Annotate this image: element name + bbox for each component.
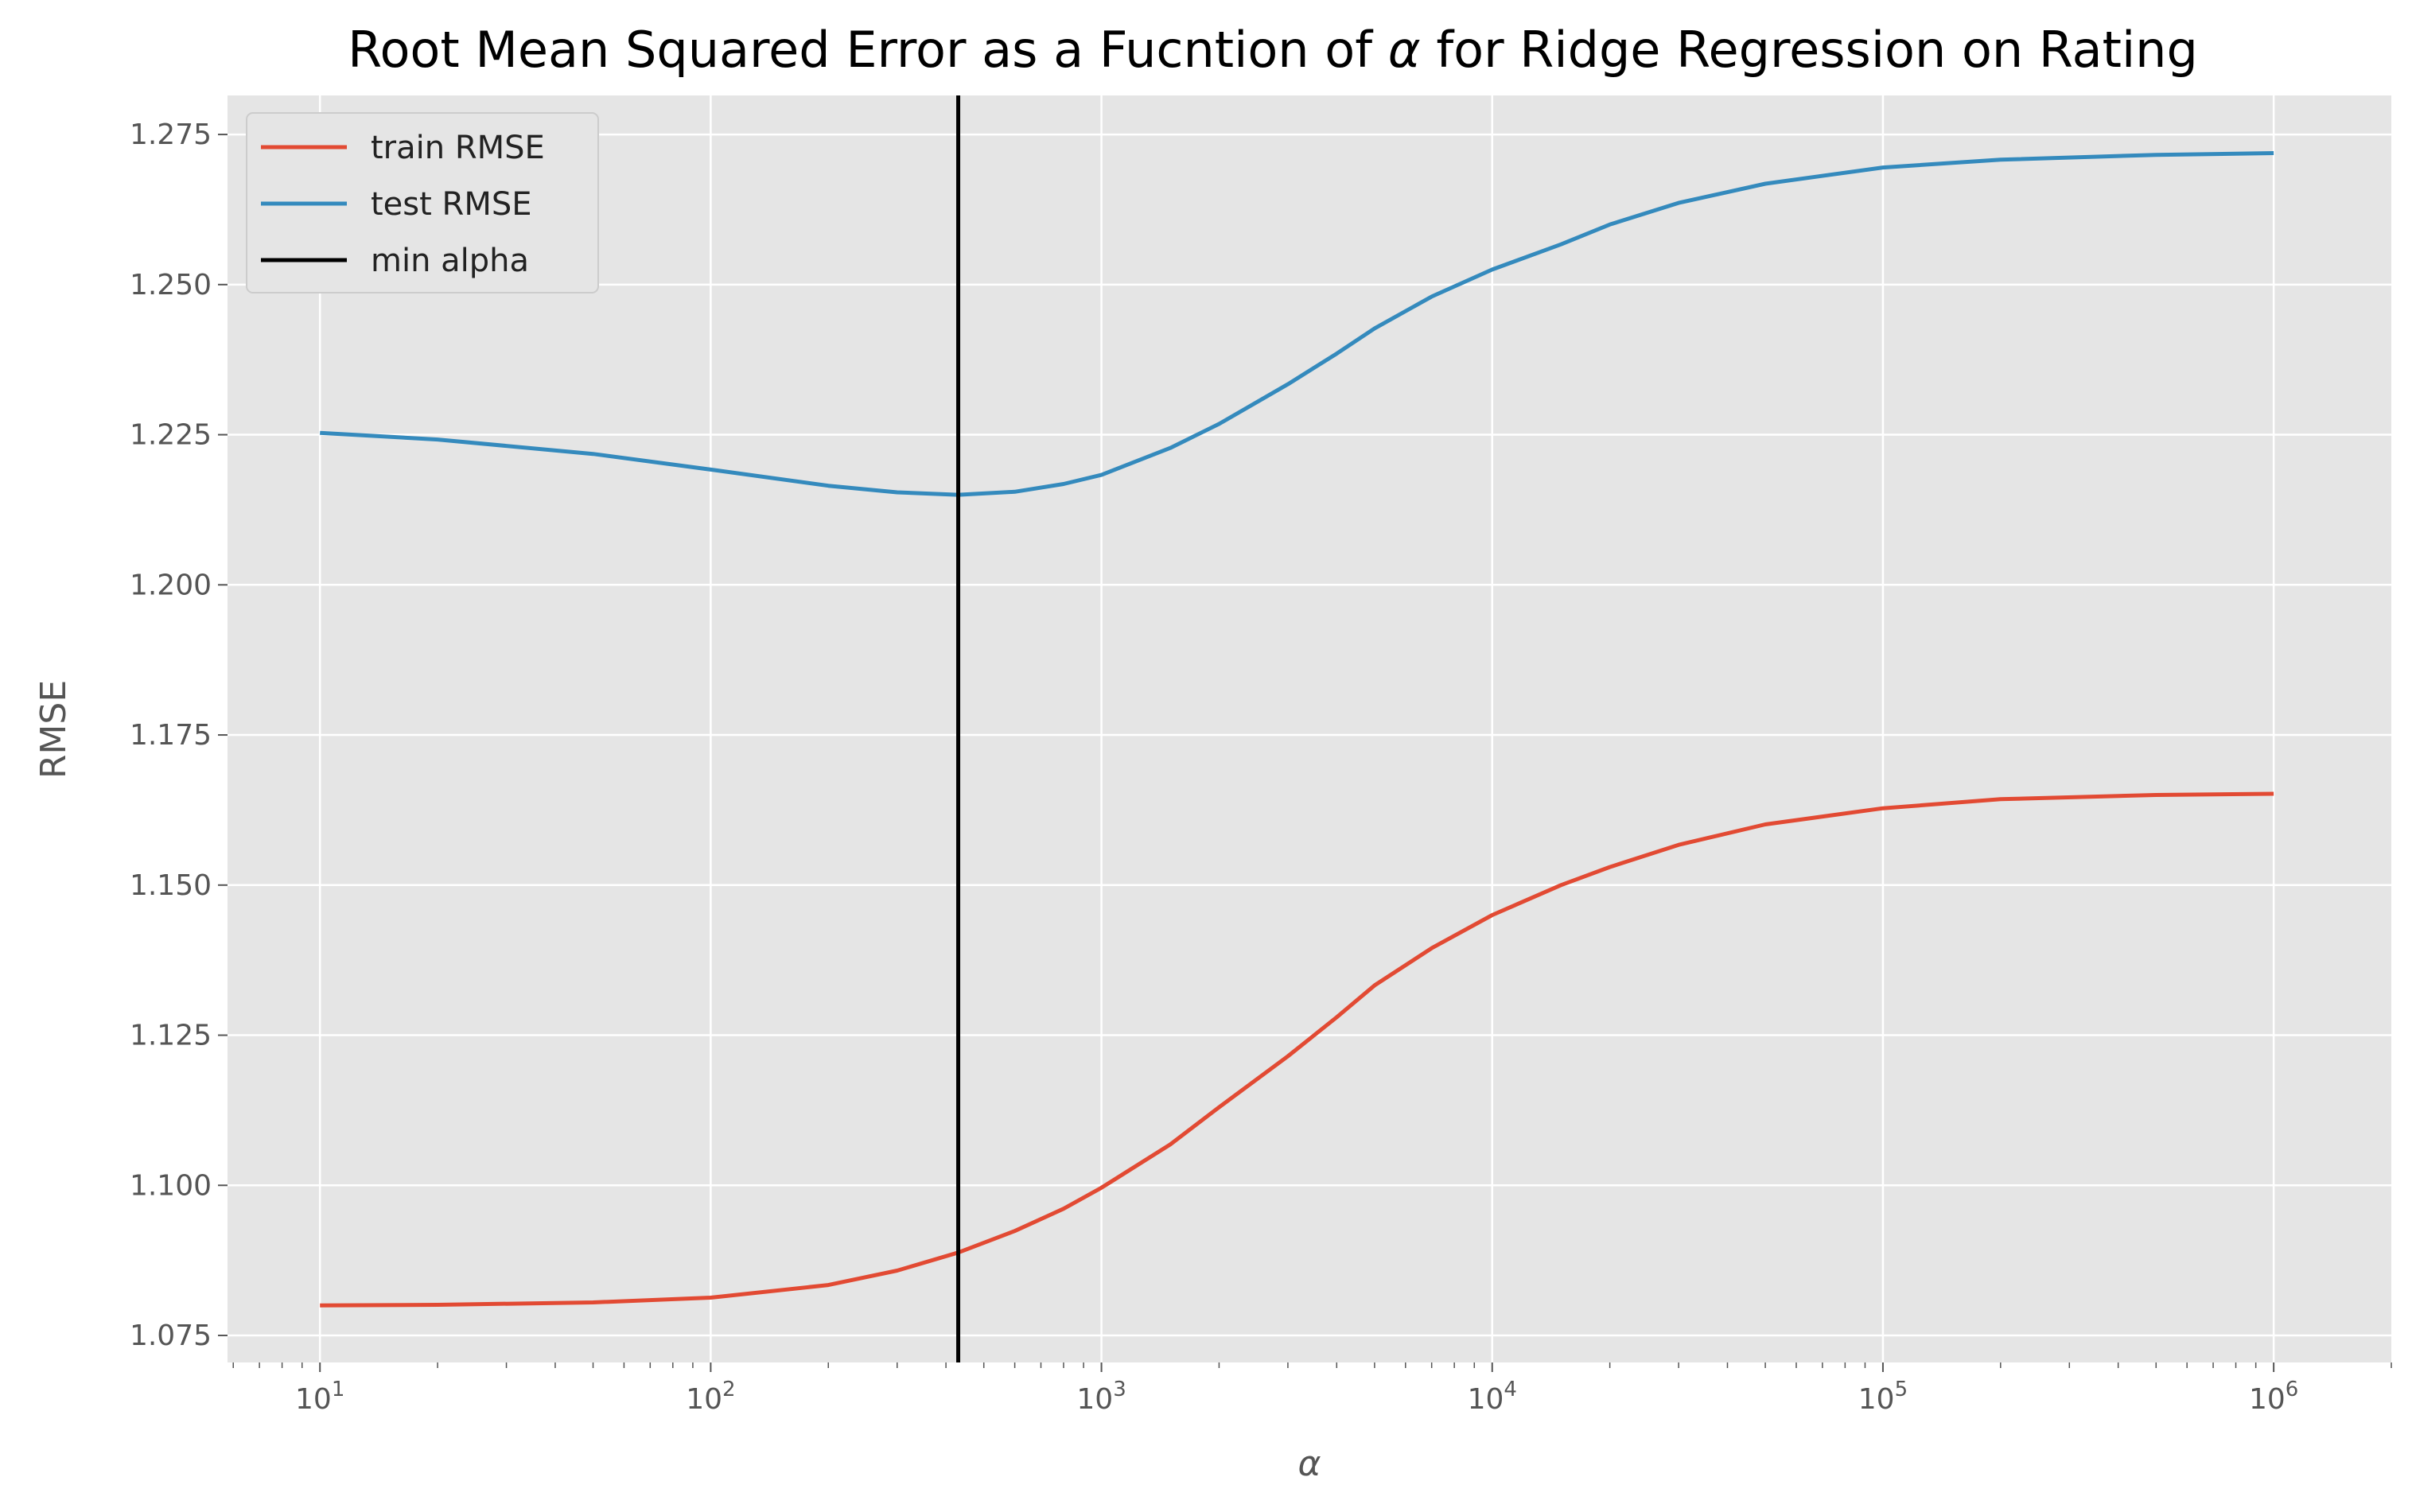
y-tick-label-8: 1.275 xyxy=(130,119,212,151)
y-axis-label: RMSE xyxy=(33,680,74,779)
series-line-train-rmse xyxy=(320,791,2274,1308)
x-tick-base-5: 10 xyxy=(2249,1383,2286,1416)
legend-box xyxy=(246,112,599,293)
x-tick-base-2: 10 xyxy=(1076,1383,1113,1416)
x-tick-base-0: 10 xyxy=(295,1383,332,1416)
series-lines xyxy=(320,95,2274,1362)
y-tick-label-5: 1.200 xyxy=(130,569,212,601)
axis-ticks: 1.075 1.100 1.125 1.150 1.175 1.200 1.225 1.250… xyxy=(130,119,2392,1416)
x-tick-base-4: 10 xyxy=(1858,1383,1895,1416)
legend-label-min-alpha: min alpha xyxy=(371,243,529,279)
y-tick-label-4: 1.175 xyxy=(130,719,212,752)
x-tick-label-2: 103 xyxy=(1076,1378,1126,1416)
legend-label-test: test RMSE xyxy=(371,186,532,223)
x-tick-exponent-0: 1 xyxy=(332,1378,345,1401)
x-tick-exponent-1: 2 xyxy=(722,1378,736,1401)
title-text-start: Root Mean Squared Error as a Fucntion of xyxy=(348,21,1388,79)
legend-label-train: train RMSE xyxy=(371,130,545,166)
legend: train RMSE test RMSE min alpha xyxy=(246,112,599,293)
y-tick-label-1: 1.100 xyxy=(130,1169,212,1202)
title-text-end: for Ridge Regression on Rating xyxy=(1421,21,2198,79)
y-tick-label-2: 1.125 xyxy=(130,1020,212,1052)
x-tick-exponent-3: 4 xyxy=(1504,1378,1517,1401)
y-tick-label-7: 1.250 xyxy=(130,269,212,301)
x-tick-exponent-4: 5 xyxy=(1895,1378,1908,1401)
y-tick-label-6: 1.225 xyxy=(130,419,212,452)
title-alpha-symbol: α xyxy=(1388,21,1421,79)
y-tick-label-3: 1.150 xyxy=(130,869,212,902)
x-tick-label-1: 102 xyxy=(686,1378,735,1416)
x-tick-label-4: 105 xyxy=(1858,1378,1908,1416)
x-tick-exponent-5: 6 xyxy=(2286,1378,2299,1401)
y-tick-label-0: 1.075 xyxy=(130,1320,212,1352)
series-line-test-rmse xyxy=(320,151,2274,497)
x-tick-base-3: 10 xyxy=(1468,1383,1504,1416)
x-tick-base-1: 10 xyxy=(686,1383,722,1416)
x-tick-label-3: 104 xyxy=(1468,1378,1517,1416)
plot-area xyxy=(228,95,2391,1362)
x-tick-label-0: 101 xyxy=(295,1378,344,1416)
x-tick-exponent-2: 3 xyxy=(1113,1378,1126,1401)
x-tick-label-5: 106 xyxy=(2249,1378,2298,1416)
x-axis-label: α xyxy=(1297,1444,1321,1484)
chart-title: Root Mean Squared Error as a Fucntion of… xyxy=(348,21,2198,79)
